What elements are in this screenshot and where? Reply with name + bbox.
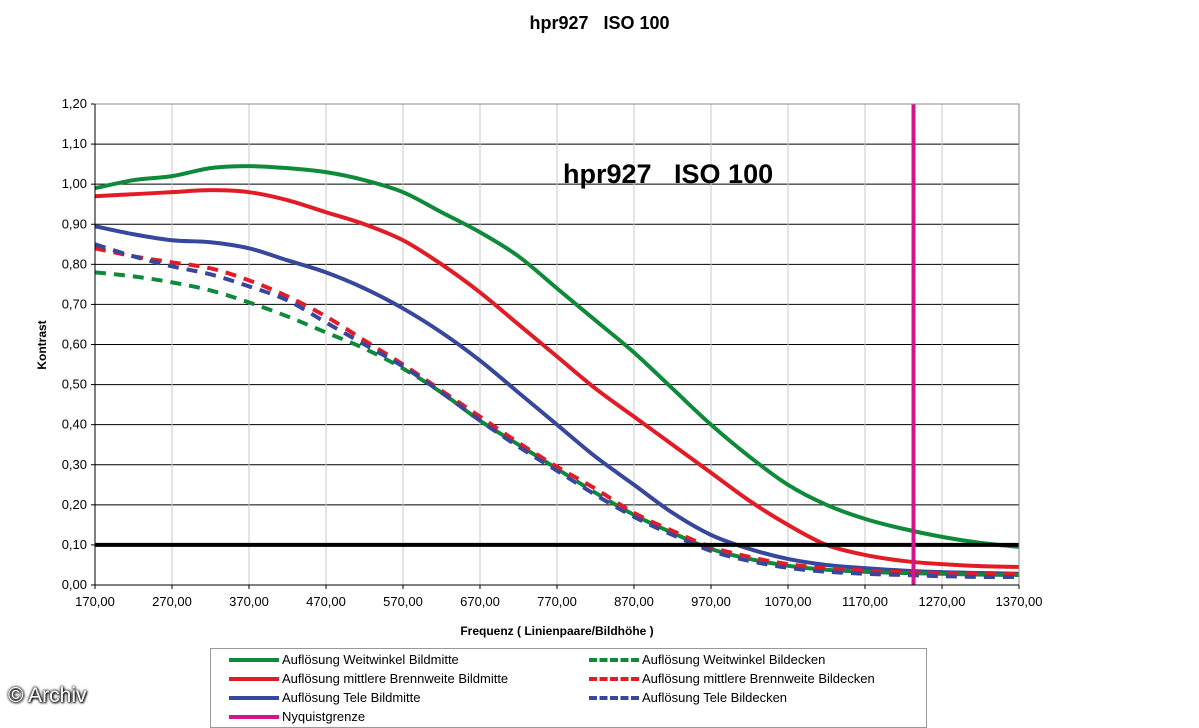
grid-lines <box>95 103 1019 586</box>
x-tick-label: 470,00 <box>306 594 346 609</box>
chart-plot: 0,00 0,10 0,20 0,30 0,40 0,50 0,60 0,70 0,80 0,90… <box>35 96 1043 638</box>
x-tick-label: 1070,00 <box>765 594 812 609</box>
x-tick-label: 870,00 <box>614 594 654 609</box>
y-tick-label: 0,00 <box>62 577 87 592</box>
legend-swatch <box>229 714 279 719</box>
legend-label: Nyquistgrenze <box>282 709 366 724</box>
x-tick-label: 1170,00 <box>842 594 888 609</box>
legend-item: Auflösung Weitwinkel Bildmitte <box>229 650 459 669</box>
legend-item: Auflösung Tele Bildecken <box>589 688 787 707</box>
y-tick-label: 0,10 <box>62 537 87 552</box>
legend-swatch <box>229 657 279 662</box>
legend-swatch <box>589 657 639 662</box>
legend-item: Auflösung mittlere Brennweite Bildecken <box>589 669 875 688</box>
series-aufl-sung-mittlere-brennweite-bildmitte-solid <box>94 188 1020 569</box>
y-tick-label: 1,20 <box>62 96 87 111</box>
x-tick-label: 370,00 <box>229 594 269 609</box>
legend-swatch <box>229 695 279 700</box>
series-aufl-sung-tele-bildecken-dashed <box>94 242 1020 580</box>
legend-label: Auflösung Tele Bildmitte <box>282 690 421 705</box>
y-tick-label: 0,70 <box>62 296 87 311</box>
legend-item: Auflösung Tele Bildmitte <box>229 688 421 707</box>
series-aufl-sung-weitwinkel-bildecken-dashed <box>94 270 1020 577</box>
legend-label: Auflösung mittlere Brennweite Bildecken <box>642 671 875 686</box>
chart-inner-title: hpr927 ISO 100 <box>563 159 773 189</box>
y-tick-label: 0,50 <box>62 377 87 392</box>
y-tick-label: 0,30 <box>62 457 87 472</box>
legend-swatch <box>589 695 639 700</box>
x-tick-label: 170,00 <box>75 594 115 609</box>
y-axis-title: Kontrast <box>35 320 49 369</box>
legend-swatch <box>229 676 279 681</box>
series-aufl-sung-weitwinkel-bildmitte-solid <box>94 164 1020 549</box>
chart-legend: Auflösung Weitwinkel Bildmitte Auflösung … <box>210 648 927 728</box>
legend-label: Auflösung Weitwinkel Bildecken <box>642 652 826 667</box>
axes: 0,00 0,10 0,20 0,30 0,40 0,50 0,60 0,70 0,80 0,90… <box>62 96 1043 609</box>
y-tick-label: 0,80 <box>62 256 87 271</box>
series-aufl-sung-mittlere-brennweite-bildecken-dashed <box>94 246 1020 577</box>
legend-item: Nyquistgrenze <box>229 707 365 726</box>
y-tick-label: 0,60 <box>62 337 87 352</box>
legend-label: Auflösung mittlere Brennweite Bildmitte <box>282 671 509 686</box>
y-tick-label: 0,20 <box>62 497 87 512</box>
series-layer <box>94 164 1020 580</box>
x-tick-label: 1270,00 <box>919 594 966 609</box>
y-tick-label: 1,00 <box>62 176 87 191</box>
y-tick-label: 0,90 <box>62 216 87 231</box>
legend-item: Auflösung mittlere Brennweite Bildmitte <box>229 669 508 688</box>
x-tick-label: 270,00 <box>152 594 192 609</box>
x-tick-label: 970,00 <box>691 594 731 609</box>
copyright-watermark: © Archiv <box>8 684 87 707</box>
y-tick-label: 1,10 <box>62 136 87 151</box>
x-axis-title: Frequenz ( Linienpaare/Bildhöhe ) <box>460 624 653 638</box>
legend-label: Auflösung Weitwinkel Bildmitte <box>282 652 459 667</box>
x-tick-label: 1370,00 <box>996 594 1043 609</box>
legend-label: Auflösung Tele Bildecken <box>642 690 788 705</box>
chart-title: hpr927 ISO 100 <box>529 13 670 33</box>
x-tick-label: 570,00 <box>383 594 423 609</box>
legend-item: Auflösung Weitwinkel Bildecken <box>589 650 825 669</box>
y-tick-label: 0,40 <box>62 417 87 432</box>
x-tick-label: 670,00 <box>460 594 500 609</box>
series-aufl-sung-tele-bildmitte-solid <box>94 224 1020 576</box>
x-tick-label: 770,00 <box>537 594 577 609</box>
reference-lines <box>95 104 1019 585</box>
legend-swatch <box>589 676 639 681</box>
